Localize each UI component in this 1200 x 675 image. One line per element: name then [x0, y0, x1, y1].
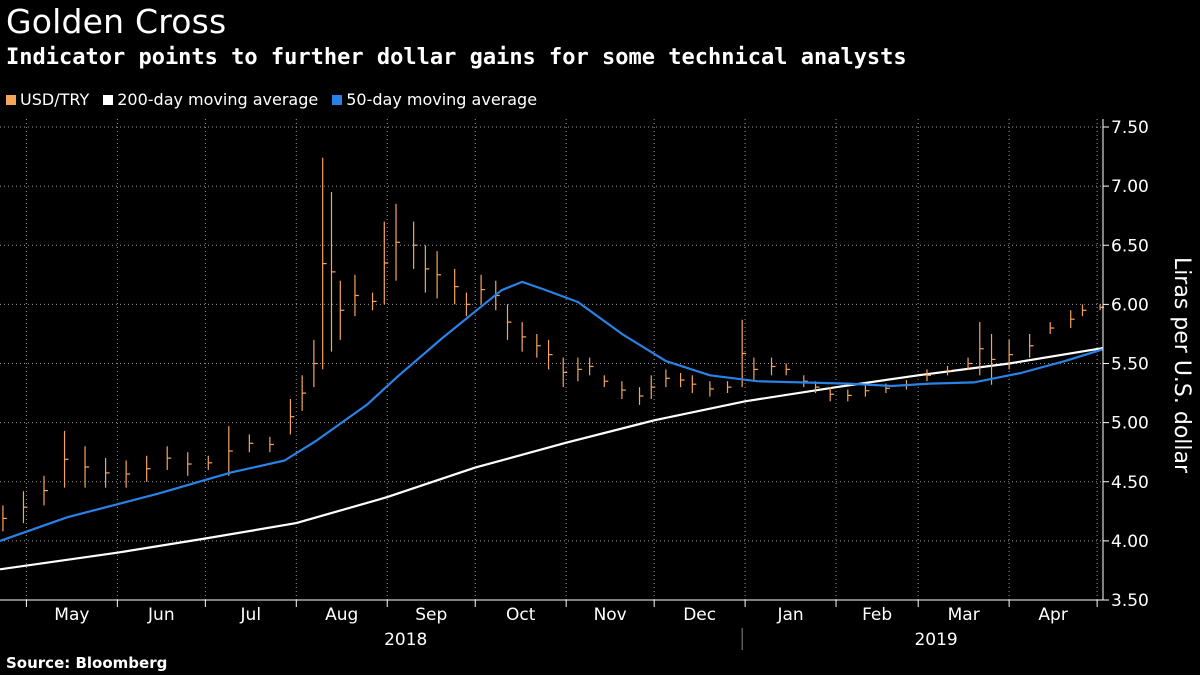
y-tick-label: 7.00	[1111, 177, 1149, 197]
legend-item-ma50: 50-day moving average	[332, 90, 537, 109]
usdtry-swatch-icon	[6, 94, 16, 105]
chart-subtitle: Indicator points to further dollar gains…	[6, 45, 907, 70]
ma200-swatch-icon	[103, 94, 114, 105]
year-label: 2019	[914, 630, 957, 650]
legend: USD/TRY 200-day moving average 50-day mo…	[6, 90, 537, 109]
x-tick-label: Feb	[862, 605, 892, 625]
y-tick-label: 6.00	[1111, 295, 1149, 315]
x-tick-label: Jun	[147, 605, 175, 625]
legend-item-ma200: 200-day moving average	[103, 90, 318, 109]
series-usdtry	[2, 157, 1105, 532]
legend-label-usdtry: USD/TRY	[20, 90, 90, 109]
y-tick-label: 7.50	[1111, 118, 1149, 138]
ma200-line	[0, 347, 1104, 571]
x-tick-label: Jul	[240, 605, 262, 625]
legend-label-ma50: 50-day moving average	[346, 90, 538, 109]
y-tick-label: 3.50	[1111, 591, 1149, 611]
series-ma50	[0, 280, 1104, 542]
y-tick-label: 4.00	[1111, 532, 1149, 552]
source-note: Source: Bloomberg	[6, 654, 168, 672]
x-tick-label: Sep	[415, 605, 447, 625]
x-tick-label: Jan	[776, 605, 803, 625]
y-tick-label: 6.50	[1111, 236, 1149, 256]
x-tick-label: Aug	[325, 605, 358, 625]
y-tick-label: 5.00	[1111, 414, 1149, 434]
ma50-swatch-icon	[332, 94, 343, 105]
x-tick-label: Dec	[683, 605, 716, 625]
y-tick-label: 5.50	[1111, 355, 1149, 375]
x-tick-label: Mar	[948, 605, 980, 625]
x-tick-label: May	[54, 605, 89, 625]
year-label: 2018	[384, 630, 427, 650]
x-tick-label: Nov	[594, 605, 627, 625]
y-tick-label: 4.50	[1111, 473, 1149, 493]
chart-title: Golden Cross	[6, 2, 227, 41]
grid	[0, 119, 1103, 601]
x-tick-label: Oct	[506, 605, 536, 625]
legend-item-usdtry: USD/TRY	[6, 90, 89, 109]
legend-label-ma200: 200-day moving average	[117, 90, 319, 109]
axes: 3.50 4.00 4.50 5.00 5.50 6.00 6.50 7.00 7.50 May J…	[0, 118, 1194, 650]
x-tick-label: Apr	[1038, 605, 1067, 625]
ma50-line	[0, 280, 1104, 542]
series-ma200	[0, 347, 1104, 571]
y-axis-title: Liras per U.S. dollar	[1169, 257, 1194, 474]
